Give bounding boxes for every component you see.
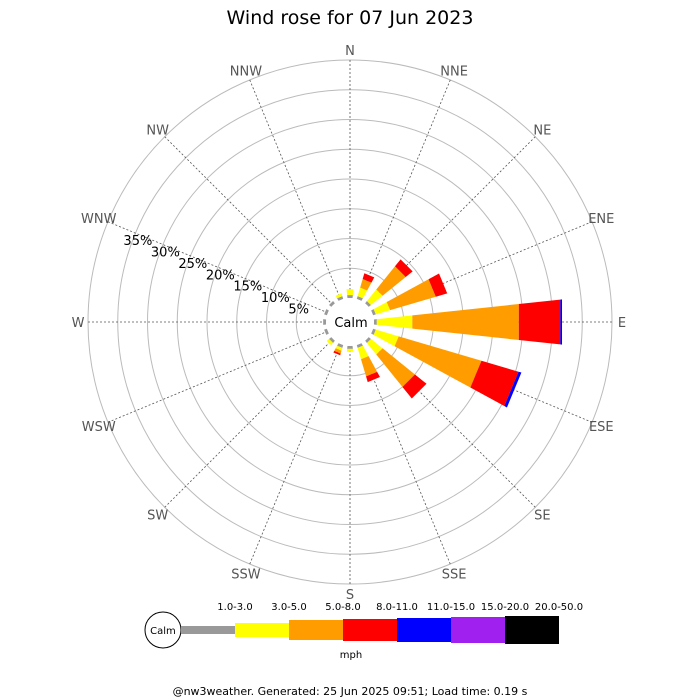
bar-ese-8.0-11.0 [470,360,519,407]
bar-nne-5.0-8.0 [360,279,372,291]
direction-label-ne: NE [533,124,551,139]
bar-sw-3.0-5.0 [326,338,334,346]
calm-label: Calm [334,316,367,331]
bar-sse-8.0-11.0 [366,371,380,383]
legend-swatch-15.0-20.0 [451,617,505,643]
bar-e-8.0-11.0 [518,299,561,345]
bar-sse-5.0-8.0 [360,356,378,377]
bar-w-1.0-3.0 [323,319,327,325]
ring-label: 25% [178,257,207,272]
direction-label-nne: NNE [440,65,468,80]
ring-label: 20% [206,268,235,283]
bar-ese-5.0-8.0 [394,336,482,388]
bar-se-3.0-5.0 [366,338,383,355]
bar-se-5.0-8.0 [376,348,415,387]
direction-label-ese: ESE [589,420,614,435]
bar-ese-3.0-5.0 [373,329,399,347]
direction-label-e: E [618,316,626,331]
direction-label-nnw: NNW [230,65,262,80]
legend-swatch-1.0-3.0 [181,626,235,634]
bar-nne-3.0-5.0 [357,287,368,299]
legend-label-1.0-3.0: 1.0-3.0 [217,602,252,613]
bar-e-11.0-15.0 [560,299,563,345]
bar-sse-1.0-3.0 [356,343,363,348]
direction-label-nw: NW [146,124,169,139]
bar-wnw-1.0-3.0 [324,309,329,316]
direction-label-wsw: WSW [82,420,116,435]
legend-label-11.0-15.0: 11.0-15.0 [427,602,475,613]
direction-label-sw: SW [147,508,168,523]
direction-labels: N NNE NE ENE E ESE SE SSE S SSW SW WSW W WNW NW NNW [72,44,627,603]
legend-swatch-3.0-5.0 [235,623,289,637]
bar-ene-5.0-8.0 [386,279,436,311]
direction-label-ene: ENE [588,212,614,227]
ring-label: 35% [123,234,152,249]
ring-label: 15% [233,280,262,295]
legend-label-5.0-8.0: 5.0-8.0 [325,602,360,613]
bar-nw-1.0-3.0 [329,301,335,307]
chart-title: Wind rose for 07 Jun 2023 [227,7,474,29]
bar-wsw-1.0-3.0 [324,328,329,335]
bar-nne-8.0-11.0 [362,273,375,283]
legend-swatch-20.0-50.0 [505,616,559,644]
direction-label-ssw: SSW [231,567,261,582]
bar-se-1.0-3.0 [365,337,371,343]
bar-s-1.0-3.0 [347,345,353,349]
direction-label-n: N [345,44,355,59]
legend-unit-label: mph [340,650,362,661]
bar-sse-3.0-5.0 [357,345,369,360]
bar-e-1.0-3.0 [373,319,377,325]
bar-ene-1.0-3.0 [371,309,376,316]
bar-n-1.0-3.0 [347,295,353,299]
ring-labels: 5%10%15%20%25%30%35% [123,234,309,317]
bar-sw-1.0-3.0 [329,337,335,343]
bar-ne-1.0-3.0 [365,301,371,307]
bar-ssw-3.0-5.0 [335,345,343,351]
bar-nnw-1.0-3.0 [337,296,344,301]
legend-calm-label: Calm [150,626,176,637]
legend-label-15.0-20.0: 15.0-20.0 [481,602,529,613]
legend-swatch-11.0-15.0 [397,618,451,642]
bar-ne-3.0-5.0 [366,289,383,306]
bar-ne-5.0-8.0 [376,266,406,296]
bar-s-3.0-5.0 [346,348,354,352]
ring-label: 10% [261,291,290,306]
bar-ne-8.0-11.0 [394,259,413,278]
wind-bars [323,259,563,408]
legend-swatch-5.0-8.0 [289,620,343,640]
bar-ese-1.0-3.0 [371,328,376,335]
direction-label-sse: SSE [442,567,467,582]
legend-label-8.0-11.0: 8.0-11.0 [376,602,418,613]
bar-ese-11.0-15.0 [504,371,522,408]
bar-nne-1.0-3.0 [356,296,363,301]
footer-text: @nw3weather. Generated: 25 Jun 2025 09:5… [173,685,528,698]
bar-e-5.0-8.0 [412,304,519,340]
bar-ene-3.0-5.0 [373,301,391,315]
bar-n-3.0-5.0 [346,289,354,296]
bar-ene-8.0-11.0 [428,273,448,297]
speed-legend: Calm 1.0-3.0 3.0-5.0 5.0-8.0 8.0-11.0 11.0-15… [144,602,583,649]
bar-e-3.0-5.0 [376,315,413,329]
ring-label: 5% [288,302,309,317]
direction-label-wnw: WNW [81,212,117,227]
direction-label-w: W [72,316,85,331]
ring-label: 30% [151,246,180,261]
legend-label-3.0-5.0: 3.0-5.0 [271,602,306,613]
direction-label-s: S [346,588,354,603]
bar-se-8.0-11.0 [402,374,427,399]
bar-ssw-8.0-11.0 [333,350,341,356]
legend-swatch-8.0-11.0 [343,619,397,641]
bar-ssw-5.0-8.0 [334,348,342,354]
bar-ssw-1.0-3.0 [337,343,344,348]
calm-circle [326,298,374,346]
direction-label-se: SE [534,508,550,523]
bar-nnw-3.0-5.0 [335,293,343,299]
legend-label-20.0-50.0: 20.0-50.0 [535,602,583,613]
